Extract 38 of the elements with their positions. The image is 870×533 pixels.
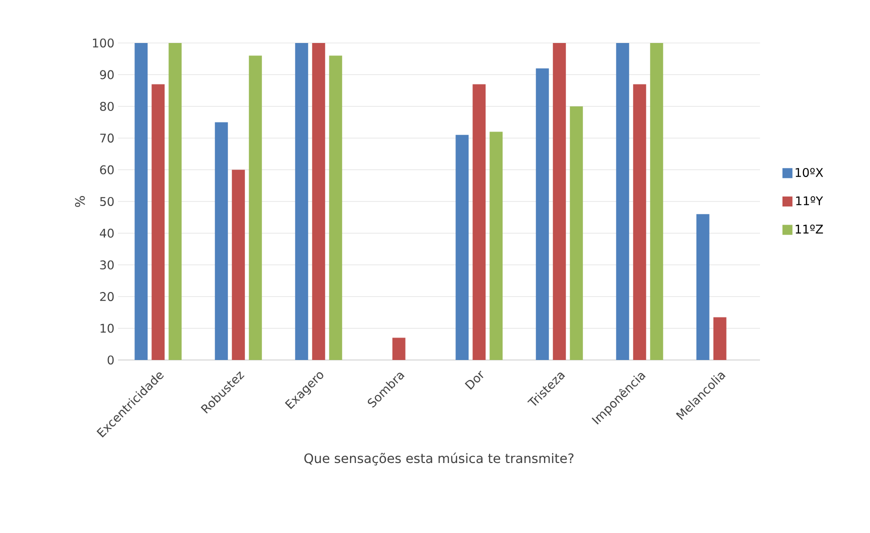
bar bbox=[616, 42, 630, 360]
bar bbox=[168, 42, 182, 360]
bar bbox=[696, 214, 710, 360]
bar bbox=[490, 132, 503, 360]
x-axis-title: Que sensações esta música te transmite? bbox=[304, 452, 574, 466]
legend-label: 10ºX bbox=[796, 168, 824, 177]
bar bbox=[650, 42, 664, 360]
bar bbox=[232, 170, 245, 360]
bar bbox=[570, 106, 583, 360]
y-tick-label: 30 bbox=[100, 260, 114, 270]
bar bbox=[214, 122, 228, 360]
y-tick-label: 40 bbox=[100, 228, 114, 238]
bar bbox=[456, 134, 469, 360]
bar bbox=[633, 84, 646, 360]
bar bbox=[552, 42, 566, 360]
bar bbox=[713, 317, 726, 360]
legend-label: 11ºY bbox=[796, 196, 824, 206]
bar bbox=[134, 42, 148, 360]
x-tick-label: Dor bbox=[464, 370, 484, 390]
y-tick-label: 0 bbox=[108, 355, 114, 365]
y-tick-label: 70 bbox=[100, 134, 114, 143]
bar bbox=[536, 68, 549, 360]
bar bbox=[472, 84, 486, 360]
y-tick-label: 10 bbox=[100, 324, 114, 333]
bar bbox=[152, 84, 165, 360]
y-axis-title: % bbox=[75, 196, 85, 207]
bar bbox=[329, 56, 342, 360]
y-tick-label: 90 bbox=[100, 70, 114, 80]
bar bbox=[248, 56, 262, 360]
y-tick-label: 100 bbox=[92, 38, 114, 48]
y-tick-label: 80 bbox=[100, 102, 114, 111]
bar bbox=[392, 338, 406, 360]
bar bbox=[295, 42, 308, 360]
y-tick-label: 60 bbox=[100, 165, 114, 174]
legend-label: 11ºZ bbox=[796, 224, 823, 234]
y-tick-label: 50 bbox=[100, 196, 114, 206]
bar bbox=[312, 42, 326, 360]
y-tick-label: 20 bbox=[100, 292, 114, 302]
